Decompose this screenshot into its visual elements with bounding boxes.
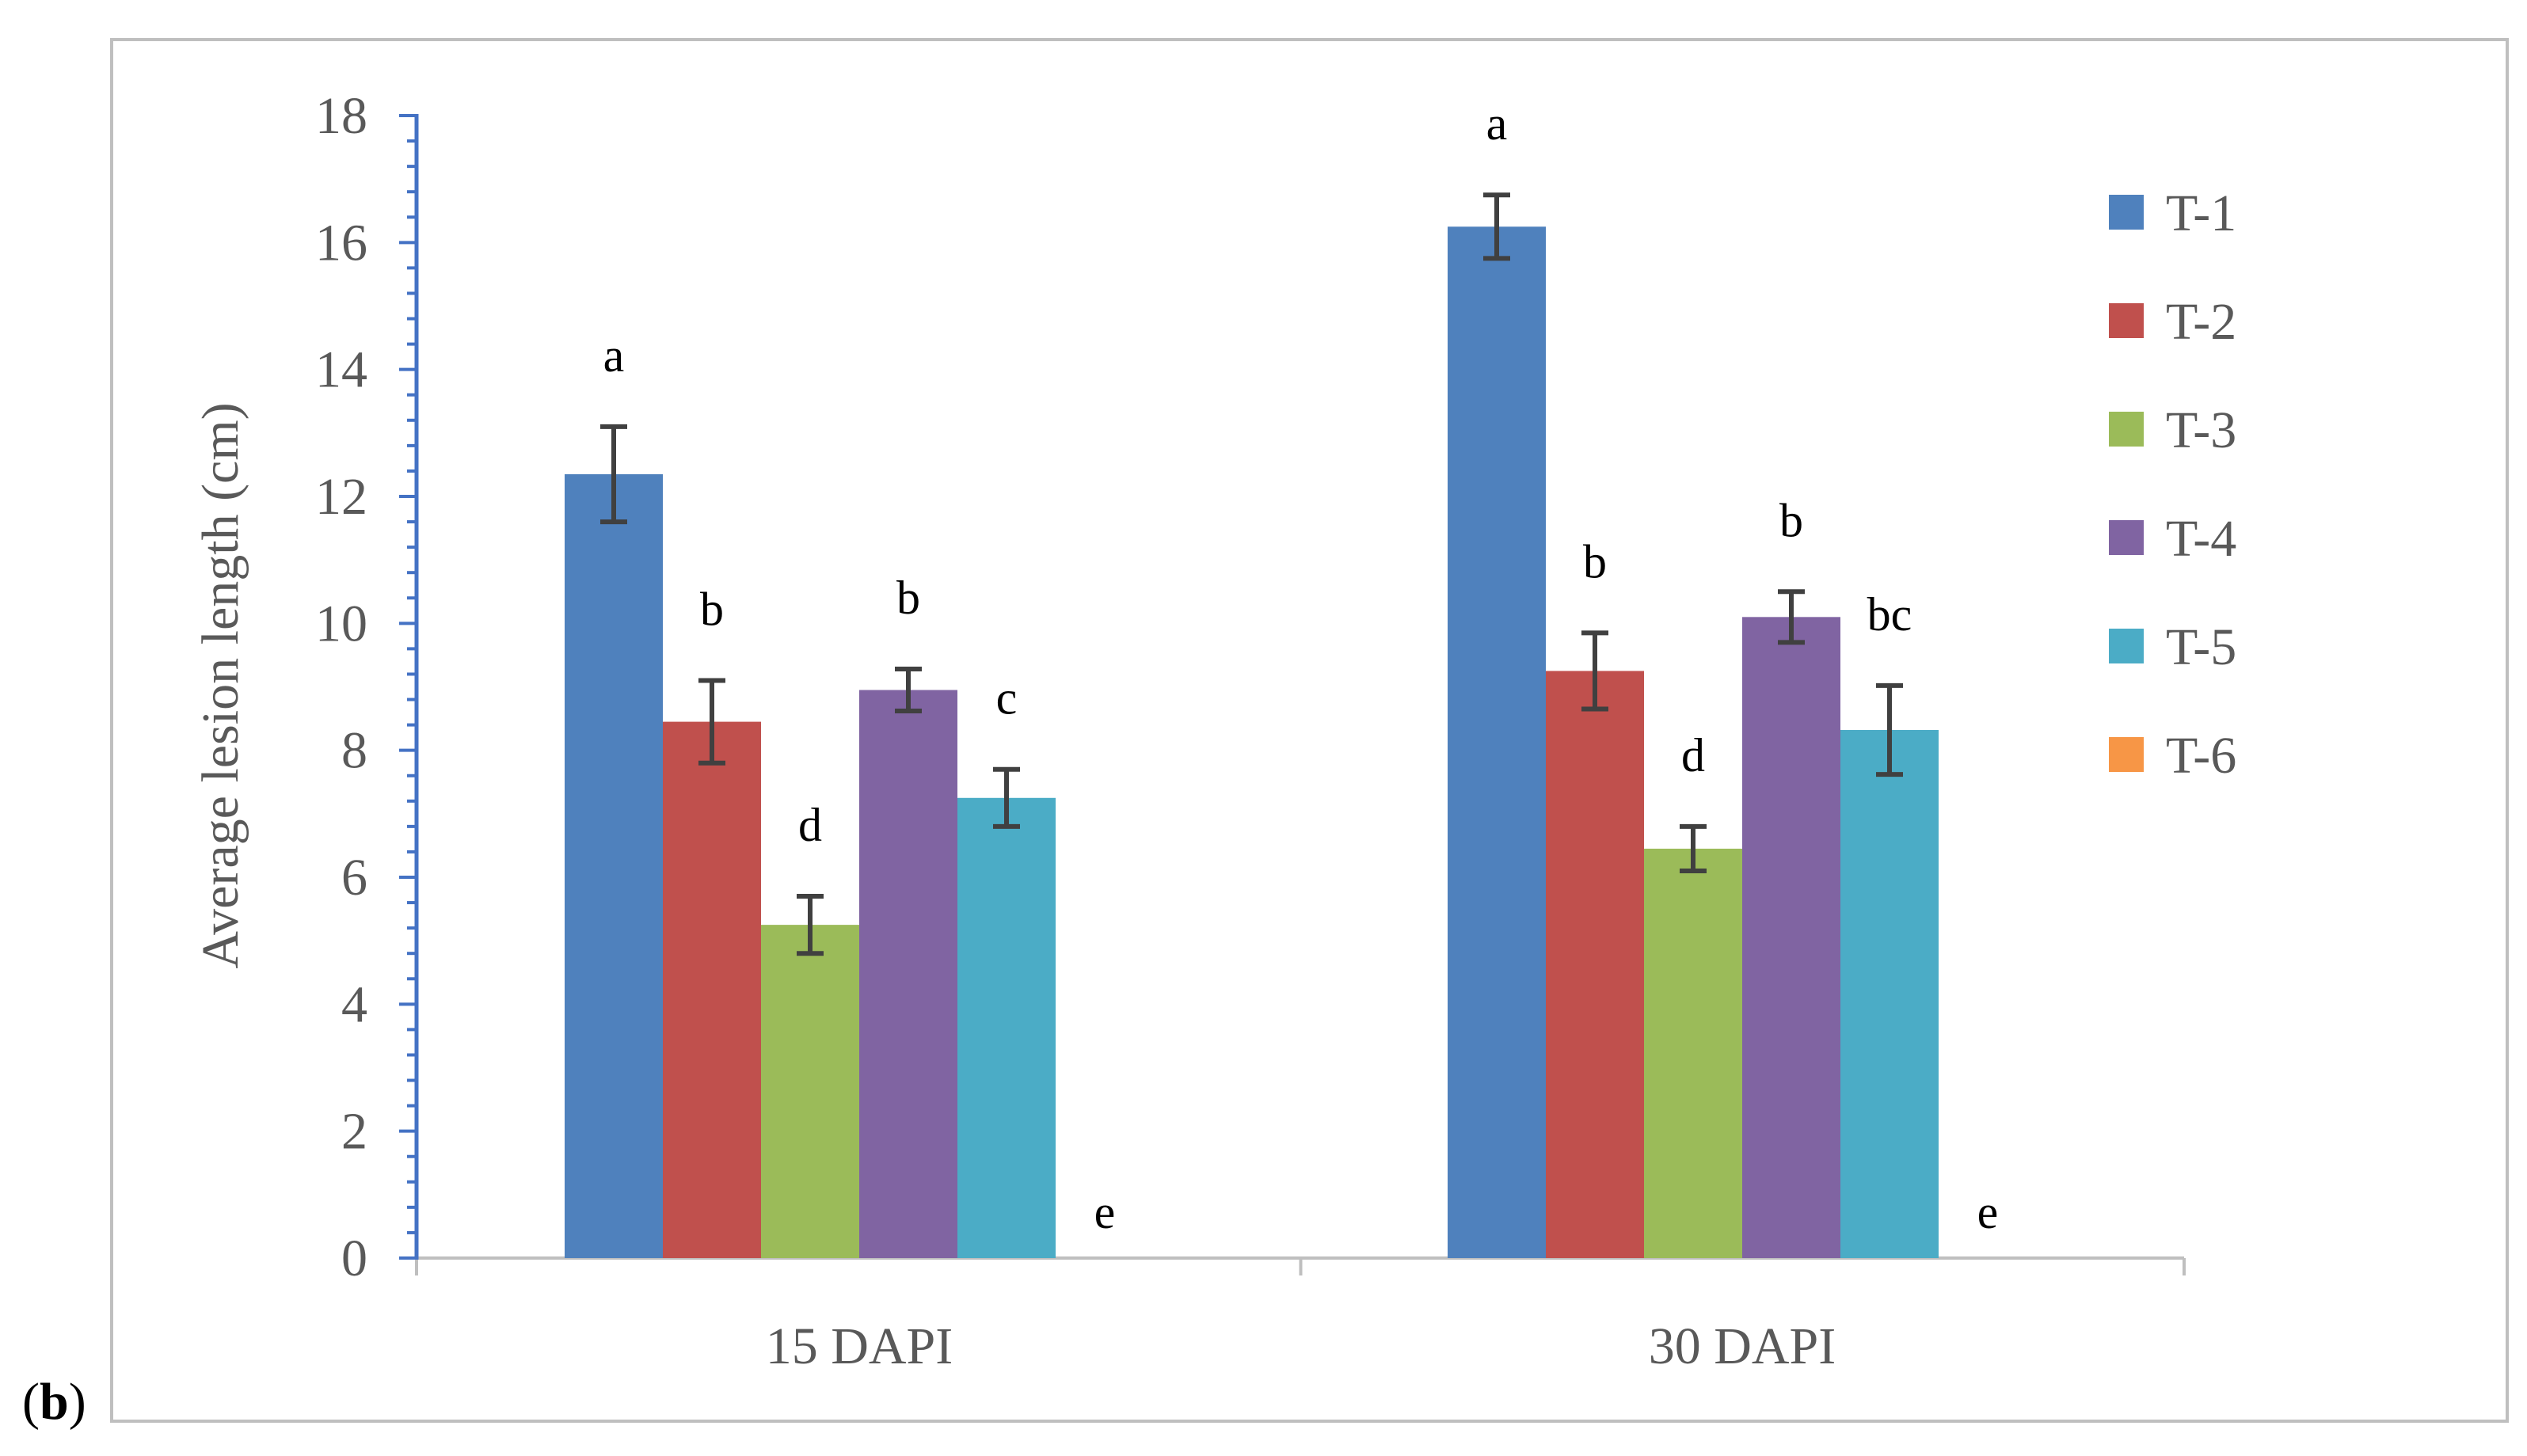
- y-tick-label: 8: [341, 722, 367, 780]
- y-tick-label: 2: [341, 1103, 367, 1161]
- bar: [1448, 226, 1546, 1259]
- y-tick-label: 18: [315, 87, 367, 145]
- y-tick-label: 0: [341, 1230, 367, 1287]
- y-tick-label: 6: [341, 849, 367, 907]
- significance-label: b: [700, 583, 724, 635]
- bar: [957, 797, 1056, 1258]
- legend-label: T-3: [2166, 401, 2236, 459]
- significance-label: d: [1681, 729, 1705, 781]
- significance-label: c: [996, 672, 1018, 724]
- legend-swatch: [2109, 520, 2144, 555]
- panel-label-letter: b: [40, 1373, 69, 1431]
- significance-label: d: [798, 799, 822, 851]
- legend-label: T-5: [2166, 618, 2236, 676]
- legend-swatch: [2109, 737, 2144, 772]
- significance-label: b: [896, 572, 920, 624]
- y-axis-title: Average lesion length (cm): [192, 402, 249, 968]
- bar: [1742, 617, 1840, 1258]
- significance-label: b: [1779, 494, 1803, 546]
- y-tick-label: 10: [315, 595, 367, 652]
- bar: [1840, 730, 1939, 1258]
- bar: [1644, 848, 1742, 1258]
- y-tick-label: 12: [315, 468, 367, 526]
- y-tick-label: 14: [315, 341, 367, 399]
- bar: [565, 473, 663, 1258]
- significance-label: e: [1094, 1186, 1116, 1238]
- legend-label: T-2: [2166, 293, 2236, 351]
- legend-label: T-1: [2166, 184, 2236, 242]
- significance-label: e: [1977, 1186, 1999, 1238]
- bar: [663, 721, 761, 1258]
- legend: T-1 T-2 T-3 T-4 T-5 T-6: [2109, 184, 2236, 785]
- y-tick-label: 4: [341, 975, 367, 1033]
- chart-frame: [110, 38, 2509, 1423]
- significance-label: b: [1583, 535, 1607, 587]
- legend-swatch: [2109, 412, 2144, 447]
- bar: [761, 925, 859, 1258]
- significance-label: a: [1486, 97, 1508, 150]
- y-tick-label: 16: [315, 214, 367, 272]
- legend-label: T-6: [2166, 727, 2236, 785]
- panel-label-open: (: [22, 1373, 40, 1431]
- significance-label: a: [603, 329, 625, 382]
- x-category-label: 15 DAPI: [766, 1317, 953, 1375]
- significance-label: bc: [1867, 588, 1912, 641]
- legend-label: T-4: [2166, 510, 2236, 568]
- bar: [1546, 671, 1644, 1258]
- legend-swatch: [2109, 195, 2144, 230]
- bar: [859, 690, 957, 1258]
- legend-swatch: [2109, 303, 2144, 338]
- x-category-label: 30 DAPI: [1649, 1317, 1836, 1375]
- panel-label-close: ): [69, 1373, 86, 1431]
- panel-label: (b): [22, 1373, 86, 1431]
- legend-swatch: [2109, 629, 2144, 663]
